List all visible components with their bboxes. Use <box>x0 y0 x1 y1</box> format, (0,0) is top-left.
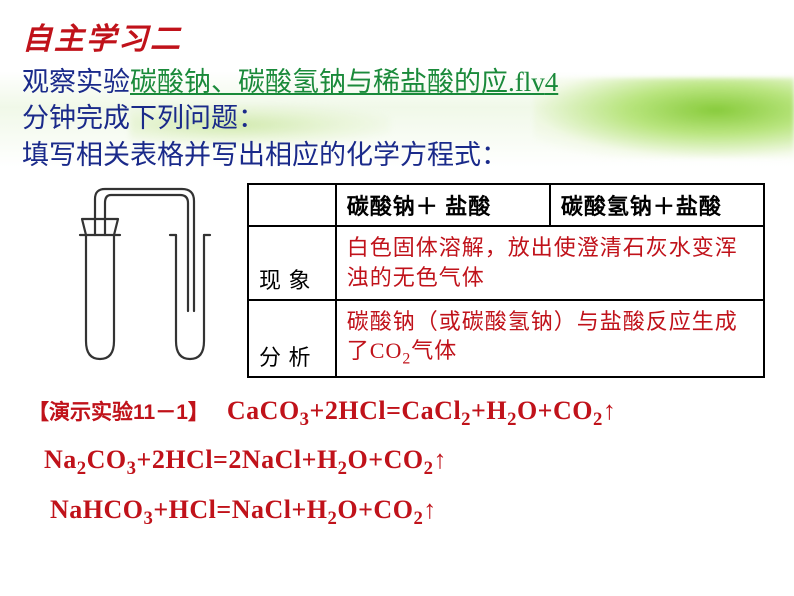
col-header-2: 碳酸氢钠＋盐酸 <box>550 184 764 226</box>
observation-text: 白色固体溶解，放出使澄清石灰水变浑浊的无色气体 <box>336 226 764 299</box>
intro-line-2: 分钟完成下列问题： <box>22 100 772 136</box>
analysis-text-b: 气体 <box>411 338 457 363</box>
slide-content: 自主学习二 观察实验碳酸钠、碳酸氢钠与稀盐酸的应.flv4 分钟完成下列问题： … <box>0 0 794 530</box>
intro-line-1: 观察实验碳酸钠、碳酸氢钠与稀盐酸的应.flv4 <box>22 64 772 100</box>
table-row-observation: 现 象 白色固体溶解，放出使澄清石灰水变浑浊的无色气体 <box>248 226 764 299</box>
equation-3-wrap: NaHCO3+HCl=NaCl+H2O+CO2↑ <box>22 495 772 530</box>
section-title: 自主学习二 <box>22 14 772 58</box>
analysis-text: 碳酸钠（或碳酸氢钠）与盐酸反应生成了CO2气体 <box>336 300 764 377</box>
demo-label: 【演示实验11－1】 <box>28 396 209 426</box>
table-row-analysis: 分 析 碳酸钠（或碳酸氢钠）与盐酸反应生成了CO2气体 <box>248 300 764 377</box>
intro-line-3: 填写相关表格并写出相应的化学方程式： <box>22 137 772 173</box>
apparatus-diagram <box>22 181 237 366</box>
equation-1: CaCO3+2HCl=CaCl2+H2O+CO2↑ <box>227 396 616 431</box>
equation-2: Na2CO3+2HCl=2NaCl+H2O+CO2↑ <box>44 445 447 474</box>
row-label-observation: 现 象 <box>248 226 336 299</box>
row-label-analysis: 分 析 <box>248 300 336 377</box>
table-corner-cell <box>248 184 336 226</box>
equation-3: NaHCO3+HCl=NaCl+H2O+CO2↑ <box>50 495 437 524</box>
intro-suffix-num: 4 <box>545 67 559 97</box>
mid-row: 碳酸钠＋ 盐酸 碳酸氢钠＋盐酸 现 象 白色固体溶解，放出使澄清石灰水变浑浊的无… <box>22 181 772 378</box>
analysis-sub: 2 <box>402 351 411 368</box>
demo-line: 【演示实验11－1】 CaCO3+2HCl=CaCl2+H2O+CO2↑ <box>22 396 772 431</box>
video-link[interactable]: 碳酸钠、碳酸氢钠与稀盐酸的应.flv <box>130 67 545 97</box>
col-header-1: 碳酸钠＋ 盐酸 <box>336 184 550 226</box>
equation-2-wrap: Na2CO3+2HCl=2NaCl+H2O+CO2↑ <box>22 445 772 480</box>
table-header-row: 碳酸钠＋ 盐酸 碳酸氢钠＋盐酸 <box>248 184 764 226</box>
intro-prefix: 观察实验 <box>22 67 130 97</box>
observation-table: 碳酸钠＋ 盐酸 碳酸氢钠＋盐酸 现 象 白色固体溶解，放出使澄清石灰水变浑浊的无… <box>247 183 765 378</box>
